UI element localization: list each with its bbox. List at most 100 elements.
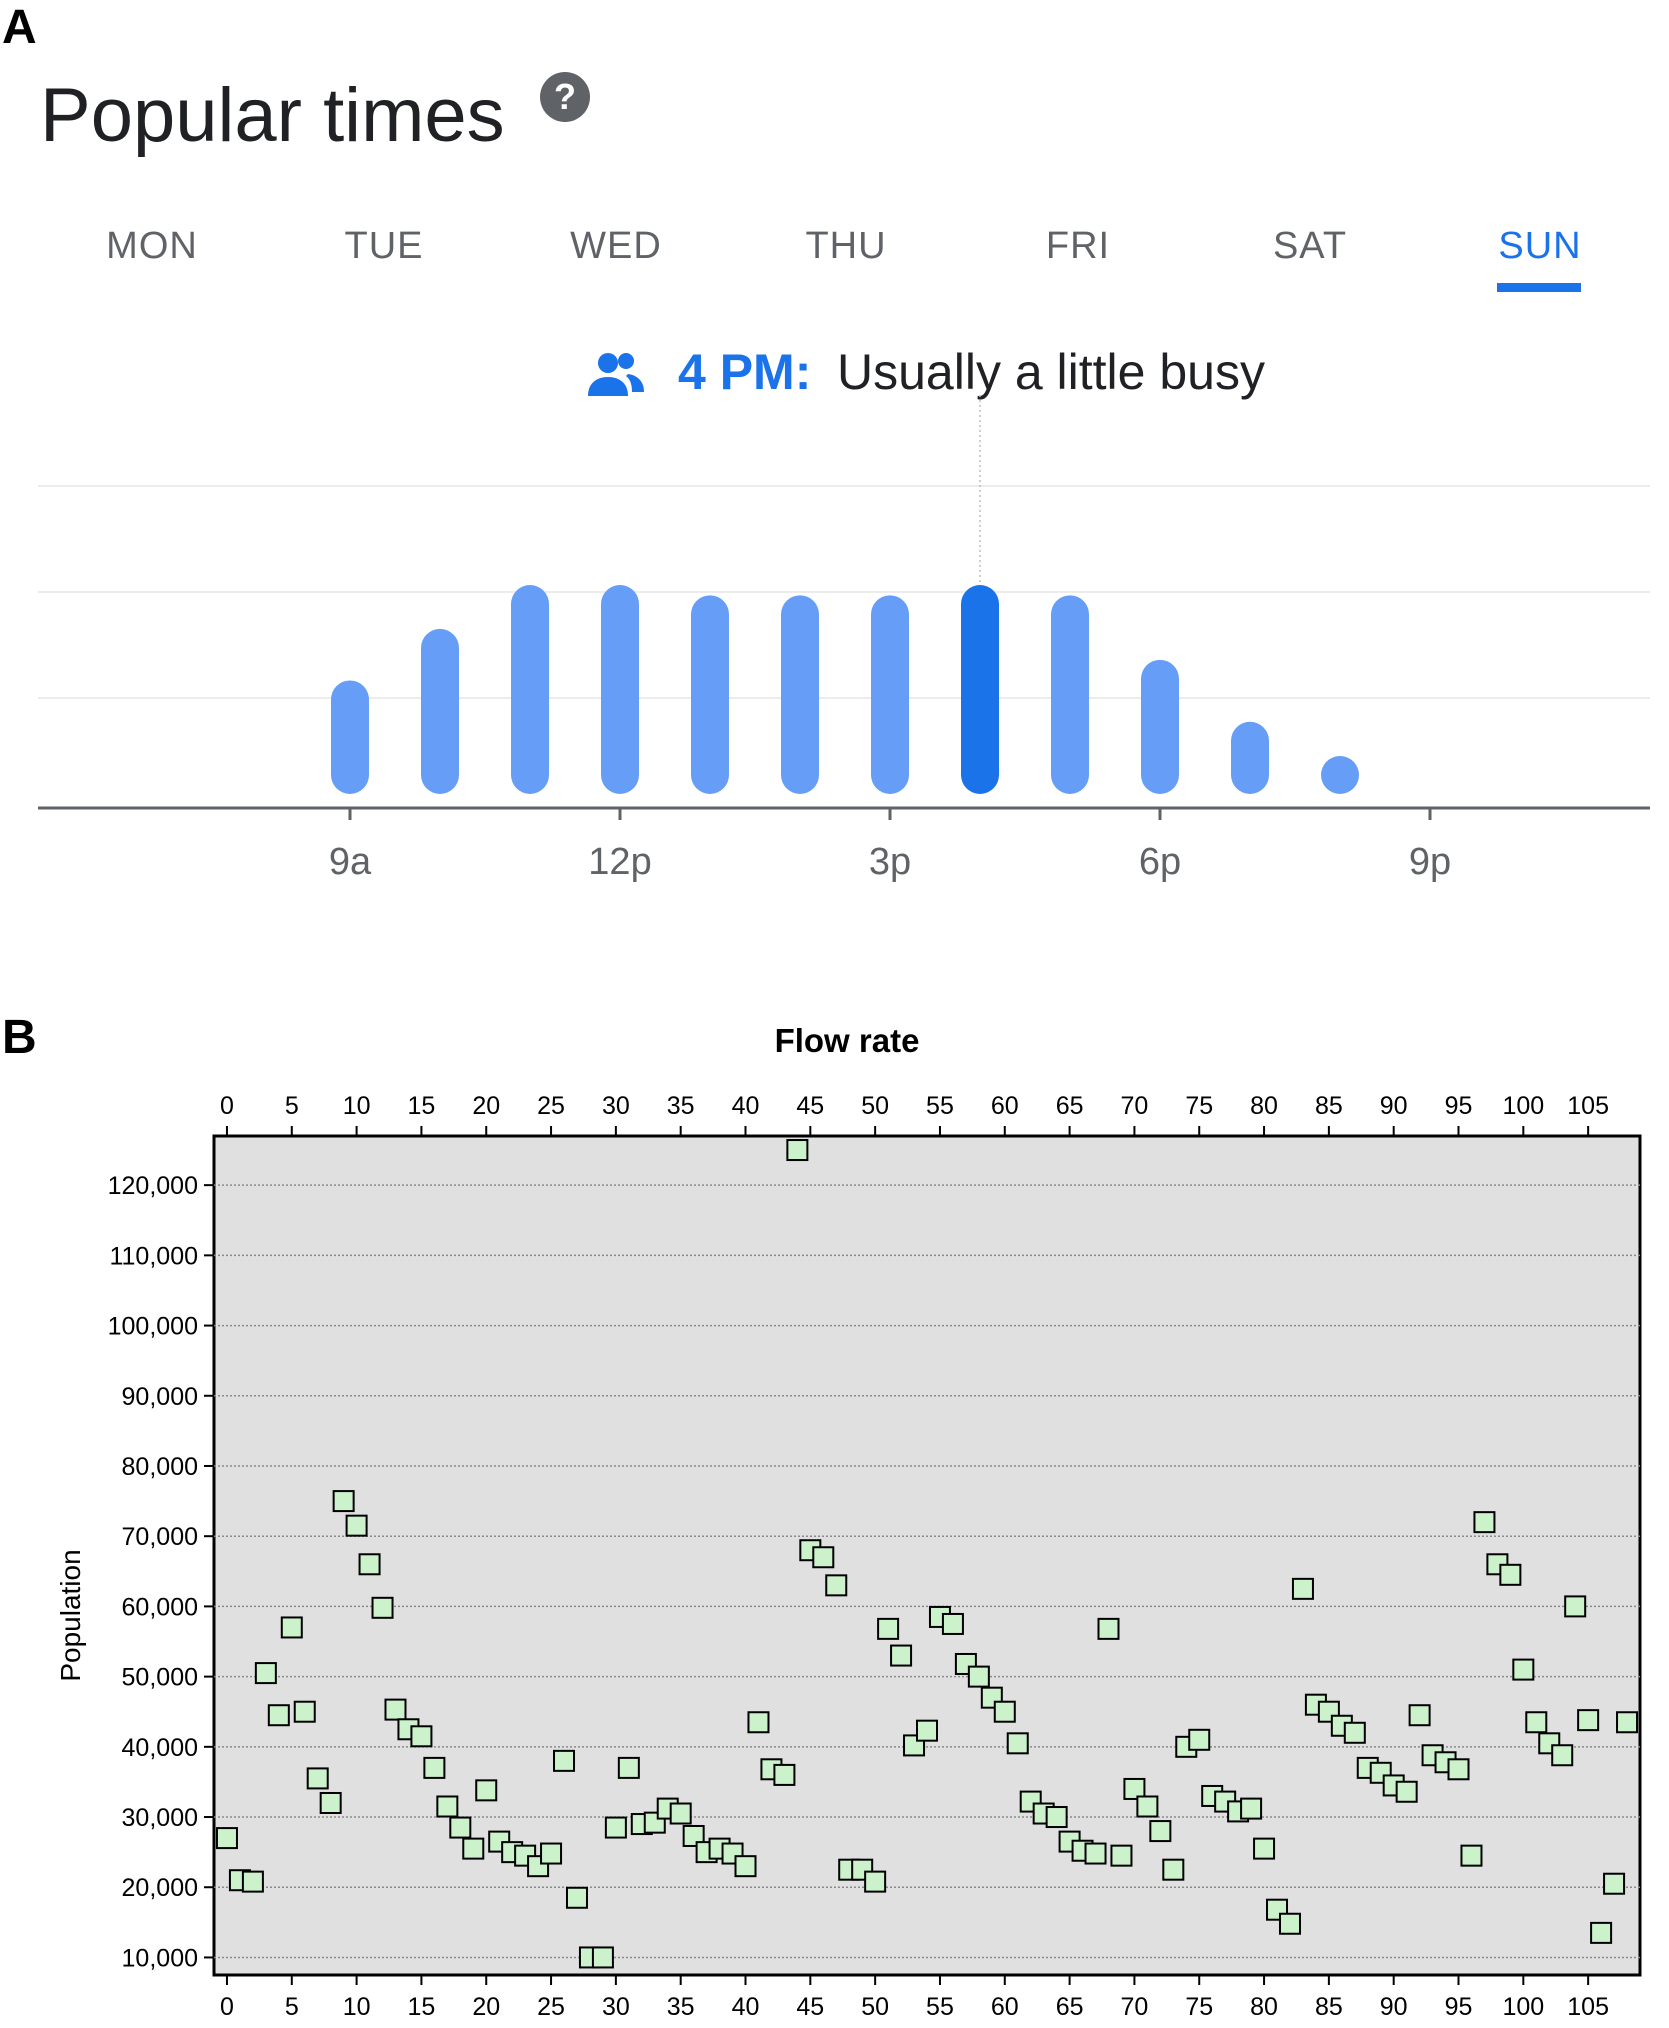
x-tick-label: 9a xyxy=(329,841,372,883)
scatter-point xyxy=(604,1816,627,1839)
tab-wed[interactable]: WED xyxy=(570,225,662,267)
x-tick-label-top: 40 xyxy=(732,1092,760,1120)
x-tick-label: 6p xyxy=(1139,841,1181,883)
scatter-point xyxy=(215,1827,238,1850)
scatter-point xyxy=(877,1617,900,1640)
help-icon[interactable]: ? xyxy=(540,72,590,122)
y-tick-label: 20,000 xyxy=(122,1874,198,1902)
tab-sat[interactable]: SAT xyxy=(1272,225,1348,267)
status-time: 4 PM: xyxy=(678,344,812,400)
x-tick-label-bottom: 50 xyxy=(861,1993,889,2021)
scatter-point xyxy=(1499,1563,1522,1586)
x-tick-label-bottom: 30 xyxy=(602,1993,630,2021)
x-tick-label-bottom: 65 xyxy=(1056,1993,1084,2021)
x-tick-label-bottom: 10 xyxy=(343,1993,371,2021)
scatter-point xyxy=(436,1795,459,1818)
x-tick-label-bottom: 15 xyxy=(408,1993,436,2021)
scatter-point xyxy=(267,1704,290,1727)
scatter-point xyxy=(1616,1711,1639,1734)
x-tick-label-bottom: 90 xyxy=(1380,1993,1408,2021)
scatter-point xyxy=(1006,1732,1029,1755)
bar-3p xyxy=(871,595,909,794)
bar-7p xyxy=(1231,721,1269,794)
scatter-point xyxy=(1590,1921,1613,1944)
bar-2p xyxy=(781,595,819,794)
x-tick-label-top: 105 xyxy=(1567,1092,1609,1120)
scatter-point xyxy=(1240,1797,1263,1820)
scatter-point xyxy=(1447,1758,1470,1781)
scatter-point xyxy=(1149,1820,1172,1843)
x-tick-label-bottom: 35 xyxy=(667,1993,695,2021)
y-tick-label: 10,000 xyxy=(122,1944,198,1972)
x-tick-label-bottom: 70 xyxy=(1121,1993,1149,2021)
x-tick-label-top: 65 xyxy=(1056,1092,1084,1120)
x-tick-label-top: 75 xyxy=(1185,1092,1213,1120)
panel-label-b: B xyxy=(2,1011,37,1064)
scatter-point xyxy=(423,1756,446,1779)
scatter-point xyxy=(1564,1595,1587,1618)
x-tick-label-top: 5 xyxy=(285,1092,299,1120)
x-tick-label-bottom: 100 xyxy=(1502,1993,1544,2021)
scatter-point xyxy=(241,1870,264,1893)
scatter-point xyxy=(1343,1721,1366,1744)
scatter-point xyxy=(1097,1617,1120,1640)
y-tick-label: 120,000 xyxy=(108,1172,198,1200)
bar-8p xyxy=(1321,756,1359,794)
x-tick-label-bottom: 60 xyxy=(991,1993,1019,2021)
x-tick-label-top: 15 xyxy=(408,1092,436,1120)
status-text: Usually a little busy xyxy=(837,344,1265,400)
x-tick-label-top: 100 xyxy=(1502,1092,1544,1120)
scatter-point xyxy=(319,1791,342,1814)
scatter-point xyxy=(553,1749,576,1772)
plot-area xyxy=(212,1134,1642,1977)
scatter-point xyxy=(306,1767,329,1790)
y-axis-label: Population xyxy=(55,1549,86,1681)
scatter-point xyxy=(734,1855,757,1878)
x-tick-label-top: 50 xyxy=(861,1092,889,1120)
x-tick-label-bottom: 45 xyxy=(796,1993,824,2021)
x-tick-label-top: 30 xyxy=(602,1092,630,1120)
x-tick-label-top: 95 xyxy=(1445,1092,1473,1120)
bar-5p xyxy=(1051,595,1089,794)
scatter-point xyxy=(669,1802,692,1825)
scatter-point xyxy=(410,1725,433,1748)
y-tick-label: 70,000 xyxy=(122,1523,198,1551)
people-icon xyxy=(588,353,644,396)
y-tick-label: 30,000 xyxy=(122,1804,198,1832)
y-tick-label: 110,000 xyxy=(109,1242,198,1270)
tab-mon[interactable]: MON xyxy=(106,225,198,267)
scatter-point xyxy=(967,1665,990,1688)
x-tick-label-bottom: 95 xyxy=(1445,1993,1473,2021)
tab-sun[interactable]: SUN xyxy=(1498,225,1582,267)
x-tick-label-bottom: 55 xyxy=(926,1993,954,2021)
x-tick-label-top: 0 xyxy=(220,1092,234,1120)
scatter-point xyxy=(1603,1872,1626,1895)
scatter-point xyxy=(332,1490,355,1513)
scatter-point xyxy=(825,1574,848,1597)
scatter-point xyxy=(1512,1658,1535,1681)
x-tick-label-top: 55 xyxy=(926,1092,954,1120)
x-tick-label-top: 80 xyxy=(1250,1092,1278,1120)
scatter-point xyxy=(591,1946,614,1969)
bar-9a xyxy=(331,680,369,794)
bar-12p xyxy=(601,585,639,794)
bar-6p xyxy=(1141,659,1179,794)
tab-tue[interactable]: TUE xyxy=(344,225,424,267)
chart-title: Flow rate xyxy=(775,1022,920,1059)
scatter-point xyxy=(1162,1858,1185,1881)
scatter-point xyxy=(773,1763,796,1786)
tab-fri[interactable]: FRI xyxy=(1045,225,1111,267)
x-tick-label-bottom: 40 xyxy=(732,1993,760,2021)
selected-tab-indicator xyxy=(1497,283,1581,292)
y-tick-label: 50,000 xyxy=(122,1664,198,1692)
popular-times-bar-chart: 9a 12p 3p 6p 9p xyxy=(38,395,1650,883)
tab-thu[interactable]: THU xyxy=(805,225,887,267)
y-tick-label: 90,000 xyxy=(122,1383,198,1411)
scatter-point xyxy=(1577,1709,1600,1732)
y-tick-label: 80,000 xyxy=(122,1453,198,1481)
scatter-point xyxy=(293,1700,316,1723)
x-tick-label-top: 20 xyxy=(472,1092,500,1120)
x-tick-label-top: 10 xyxy=(343,1092,371,1120)
y-tick-label: 100,000 xyxy=(108,1313,198,1341)
